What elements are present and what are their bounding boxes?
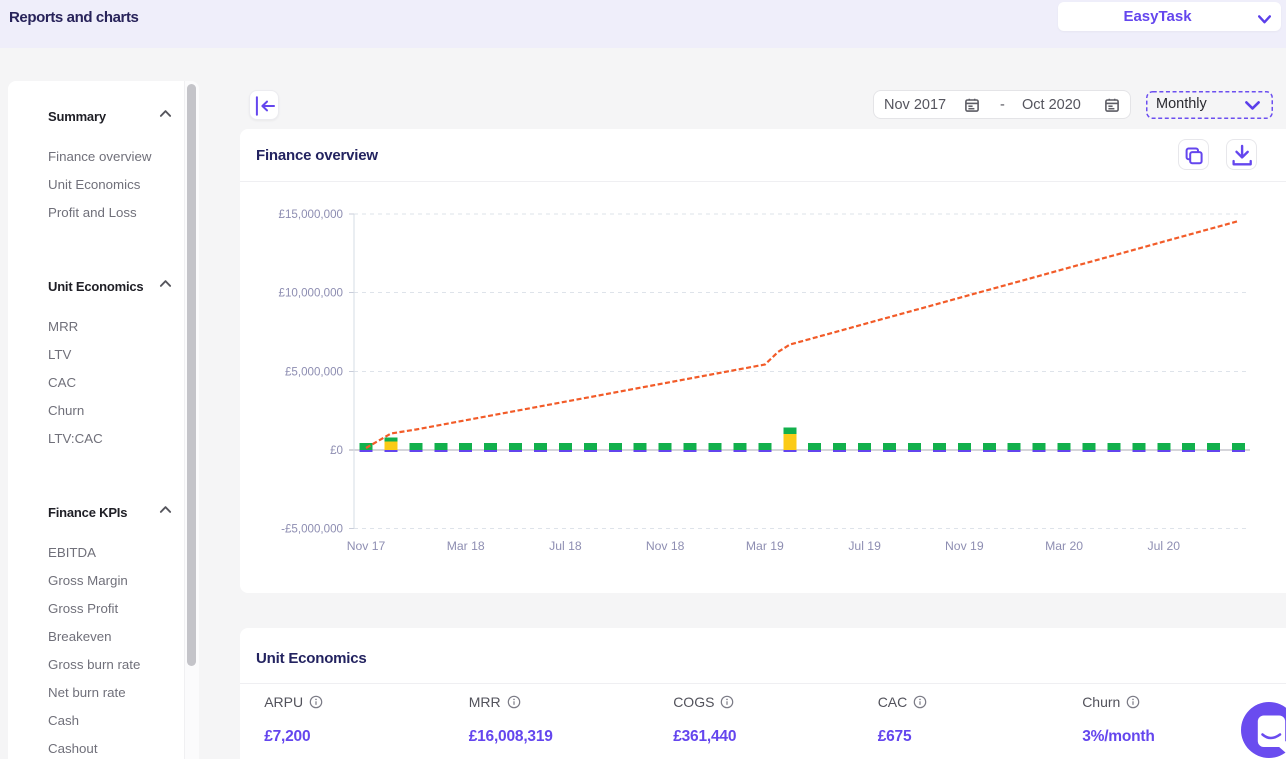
svg-text:Nov 18: Nov 18 <box>646 539 685 553</box>
svg-text:£15,000,000: £15,000,000 <box>279 208 343 221</box>
svg-text:Mar 18: Mar 18 <box>447 539 485 553</box>
svg-text:Nov 19: Nov 19 <box>945 539 984 553</box>
svg-text:£5,000,000: £5,000,000 <box>285 365 343 378</box>
svg-text:Jul 20: Jul 20 <box>1147 539 1180 553</box>
svg-text:Mar 19: Mar 19 <box>746 539 784 553</box>
svg-text:£10,000,000: £10,000,000 <box>279 287 343 300</box>
svg-text:Jul 19: Jul 19 <box>848 539 881 553</box>
svg-text:-£5,000,000: -£5,000,000 <box>281 523 343 536</box>
svg-text:Jul 18: Jul 18 <box>549 539 582 553</box>
svg-text:Nov 17: Nov 17 <box>347 539 386 553</box>
svg-text:£0: £0 <box>330 444 343 457</box>
svg-text:Mar 20: Mar 20 <box>1045 539 1083 553</box>
